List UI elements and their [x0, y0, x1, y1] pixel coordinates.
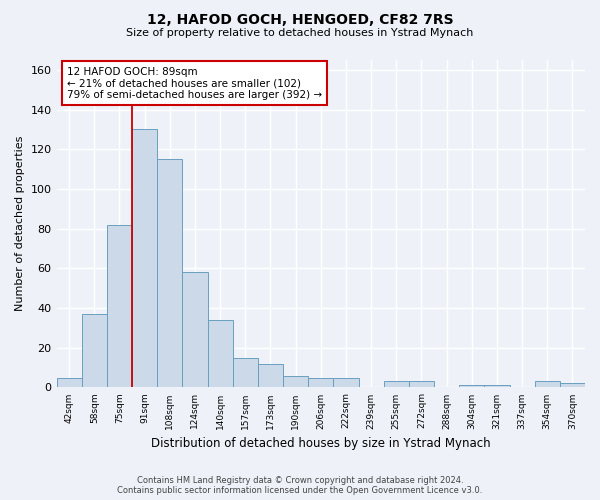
Bar [107, 224, 132, 388]
Bar [132, 130, 157, 388]
Bar [459, 386, 484, 388]
Bar [484, 386, 509, 388]
Text: Size of property relative to detached houses in Ystrad Mynach: Size of property relative to detached ho… [127, 28, 473, 38]
Text: Contains HM Land Registry data © Crown copyright and database right 2024.
Contai: Contains HM Land Registry data © Crown c… [118, 476, 482, 495]
X-axis label: Distribution of detached houses by size in Ystrad Mynach: Distribution of detached houses by size … [151, 437, 491, 450]
Bar [308, 378, 334, 388]
Text: 12, HAFOD GOCH, HENGOED, CF82 7RS: 12, HAFOD GOCH, HENGOED, CF82 7RS [146, 12, 454, 26]
Bar [560, 384, 585, 388]
Bar [535, 382, 560, 388]
Bar [208, 320, 233, 388]
Y-axis label: Number of detached properties: Number of detached properties [15, 136, 25, 312]
Bar [409, 382, 434, 388]
Bar [233, 358, 258, 388]
Bar [283, 376, 308, 388]
Bar [157, 159, 182, 388]
Bar [334, 378, 359, 388]
Bar [82, 314, 107, 388]
Bar [258, 364, 283, 388]
Bar [182, 272, 208, 388]
Bar [383, 382, 409, 388]
Bar [56, 378, 82, 388]
Text: 12 HAFOD GOCH: 89sqm
← 21% of detached houses are smaller (102)
79% of semi-deta: 12 HAFOD GOCH: 89sqm ← 21% of detached h… [67, 66, 322, 100]
